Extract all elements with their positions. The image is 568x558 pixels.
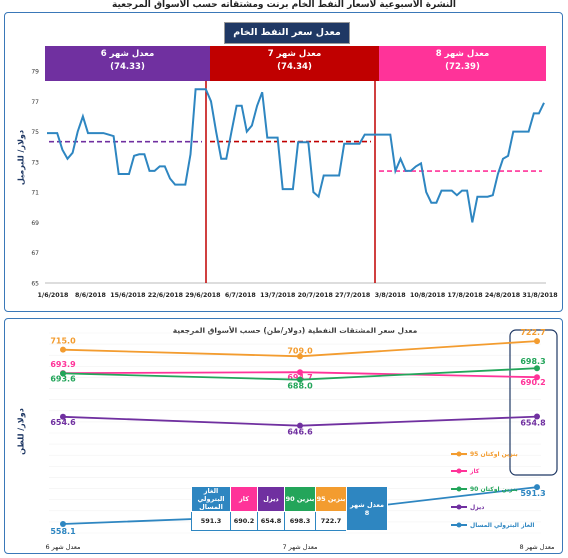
august-highlight-box [509,329,558,476]
y-tick-label: 73 [31,159,39,166]
series-point [60,346,66,353]
x-tick-label: 1/6/2018 [38,292,69,299]
series-point [60,370,66,377]
legend-marker [456,451,462,457]
avg-july-label: معدل شهر 7 [267,49,322,59]
data-label: 688.0 [287,382,313,391]
series-point [297,422,303,429]
data-label: 698.3 [520,357,545,366]
avg-box-august: معدل شهر 8 (72.39) [379,46,546,81]
series-point [534,365,540,372]
data-label: 693.9 [50,360,76,369]
table-header-kerosene: كاز [230,486,258,512]
avg-box-june: معدل شهر 6 (74.33) [45,46,210,81]
legend-marker [456,504,462,510]
series-point [60,521,66,527]
table-header-diesel: ديزل [257,486,285,512]
x-tick-label: 31/8/2018 [522,292,557,299]
august-summary-table: الغاز البترولي المسال كاز ديزل بنزين 90 … [191,486,388,531]
table-header-lpg: الغاز البترولي المسال [191,486,231,512]
table-cell-diesel: 654.8 [257,511,285,531]
x-tick-label: 3/8/2018 [375,292,406,299]
table-cell-lpg: 591.3 [191,511,231,531]
y-tick-label: 65 [31,281,39,288]
x-tick-label: 22/6/2018 [148,292,183,299]
brent-chart-title: معدل سعر النفط الخام برنت [224,22,350,58]
derivatives-chart-title: معدل سعر المشتقات النفطية (دولار/طن) حسب… [173,326,418,335]
x-category-label: معدل شهر 8 [519,543,554,551]
x-category-label: معدل شهر 7 [282,543,317,551]
x-tick-label: 13/7/2018 [260,292,295,299]
series-point [297,369,303,376]
brent-chart-panel: 65 67 69 71 73 75 77 79 1/6/2018 8/6/2018 15/6/201… [4,12,563,312]
x-tick-label: 20/7/2018 [298,292,333,299]
data-label: 690.2 [520,378,545,387]
y-tick-label: 69 [31,220,39,227]
derivatives-chart: معدل سعر المشتقات النفطية (دولار/طن) حسب… [45,326,558,551]
series-point [60,413,66,420]
x-tick-label: 6/7/2018 [225,292,256,299]
avg-august-label: معدل شهر 8 [435,49,490,59]
data-label: 693.6 [50,374,76,383]
table-cell-kerosene: 690.2 [230,511,258,531]
y-tick-label: 67 [31,250,39,257]
derivatives-y-axis-label: دولار/ للطن [16,408,26,455]
legend-label: بنزين اوكتان 90 [470,486,518,493]
brent-chart: 65 67 69 71 73 75 77 79 1/6/2018 8/6/2018 15/6/201… [31,46,558,299]
data-label: 646.6 [287,428,313,437]
data-label: 591.3 [520,489,545,498]
series-point [297,376,303,383]
y-tick-label: 77 [31,99,39,106]
data-label: 558.1 [50,527,76,536]
series-point [534,338,540,345]
y-tick-label: 79 [31,69,39,76]
legend-label: الغاز البترولي المسال [470,522,534,529]
x-tick-label: 10/8/2018 [410,292,445,299]
derivatives-chart-panel: معدل سعر المشتقات النفطية (دولار/طن) حسب… [4,318,563,554]
x-tick-label: 8/6/2018 [75,292,106,299]
table-header-gasoline90: بنزين 90 [284,486,316,512]
data-label: 654.6 [50,418,76,427]
data-label: 715.0 [50,337,76,346]
avg-june-value: (74.33) [110,62,145,72]
series-point [534,484,540,491]
x-tick-label: 29/6/2018 [185,292,220,299]
y-tick-label: 75 [31,129,39,136]
table-cell-gasoline95: 722.7 [315,511,347,531]
x-category-label: معدل شهر 6 [45,543,80,551]
brent-y-axis-label: دولار/ للبرميل [16,129,26,186]
avg-july-value: (74.34) [277,62,312,72]
table-cell-gasoline90: 698.3 [284,511,316,531]
series-point [534,413,540,420]
data-label: 722.7 [520,328,545,337]
legend-marker [456,486,462,492]
data-label: 709.0 [287,346,313,355]
legend-marker [456,468,462,474]
avg-june-label: معدل شهر 6 [100,49,155,59]
avg-august-value: (72.39) [445,62,480,72]
y-tick-label: 71 [31,190,39,197]
x-tick-label: 15/6/2018 [110,292,145,299]
legend-label: بنزين اوكتان 95 [470,451,518,458]
avg-box-july: معدل شهر 7 (74.34) [210,46,379,81]
series-point [534,374,540,381]
legend-marker [456,522,462,528]
legend-label: ديزل [470,504,484,511]
table-row-header: معدل شهر 8 [346,486,388,531]
legend-label: كاز [469,468,480,475]
table-header-gasoline95: بنزين 95 [315,486,347,512]
series-point [297,353,303,360]
data-label: 654.8 [520,419,546,428]
page-title: النشرة الأسبوعية لأسعار النفط الخام برنت… [112,0,456,10]
x-tick-label: 27/7/2018 [335,292,370,299]
x-tick-label: 17/8/2018 [447,292,482,299]
brent-price-line [47,88,545,223]
x-tick-label: 24/8/2018 [485,292,520,299]
